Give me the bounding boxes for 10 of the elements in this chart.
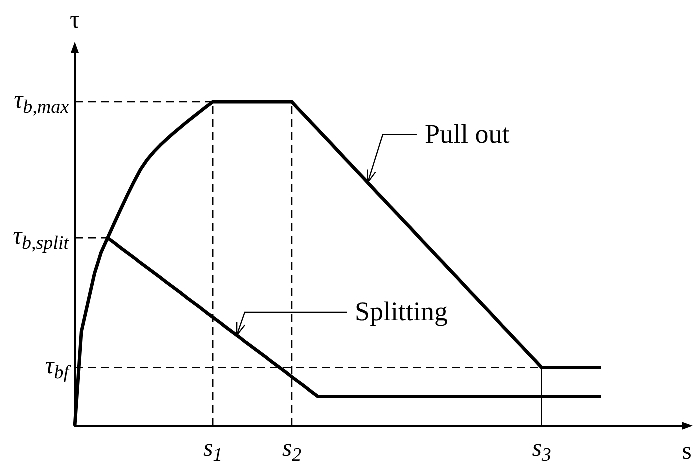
- x-axis-title: s: [682, 438, 692, 465]
- text: Pull out: [424, 118, 510, 149]
- ref-line-label: τ$_{b,max}$: [14, 87, 70, 118]
- legend-label: Splitting: [355, 296, 448, 326]
- x-tick-label: s$_{1}$: [203, 435, 223, 465]
- x-tick-label: s$_{3}$: [532, 435, 552, 465]
- y-axis-title: τ: [70, 7, 80, 34]
- ref-line-label: τ$_{bf}$: [45, 352, 72, 384]
- ref-line-label: τ$_{b,split}$: [13, 223, 70, 254]
- x-tick-label: s$_{2}$: [282, 435, 302, 465]
